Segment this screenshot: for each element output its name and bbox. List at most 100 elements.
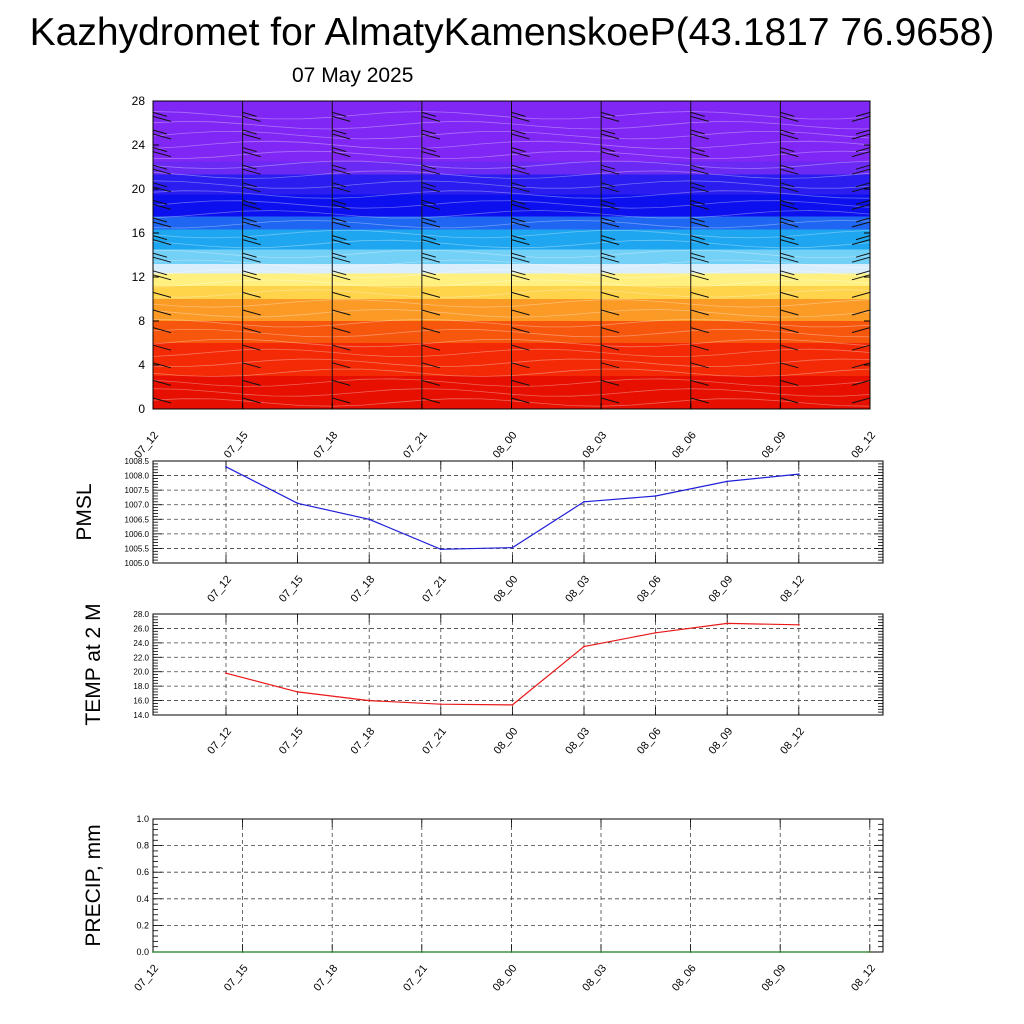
wind-barb: [511, 186, 530, 193]
temperature-panel: 14.0 16.0 18.0 20.0 22.0 24.0 26.0 28.0 07_12 07_…: [82, 603, 884, 757]
wind-barb: [600, 309, 620, 316]
wind-barb: [780, 397, 799, 404]
wind-barb: [421, 270, 437, 276]
wind-barb: [421, 182, 437, 188]
x-tick-label: 08_12: [849, 962, 878, 993]
wind-barb: [600, 221, 620, 228]
wind-barb: [780, 379, 799, 386]
wind-barb: [511, 133, 530, 140]
wind-barb: [511, 344, 530, 351]
wind-barb: [511, 252, 526, 258]
y-tick-label: 1007.5: [125, 486, 150, 495]
wind-barb: [242, 291, 261, 298]
wind-barb: [851, 344, 871, 351]
wind-barb: [242, 256, 261, 263]
wind-barb: [511, 379, 530, 386]
wind-barb: [332, 111, 347, 117]
y-tick-label: 22.0: [133, 653, 149, 662]
wind-barb: [511, 111, 526, 117]
heatmap-y-axis: [152, 100, 871, 410]
wind-barb: [152, 203, 172, 210]
wind-barb: [421, 203, 441, 210]
wind-barb: [242, 182, 257, 188]
wind-barb: [152, 199, 168, 205]
wind-barb: [242, 397, 261, 404]
y-tick-label: 14.0: [133, 711, 149, 720]
wind-barb: [242, 327, 261, 334]
wind-barb: [152, 129, 168, 135]
wind-barb: [851, 309, 871, 316]
wind-barb: [600, 270, 616, 276]
wind-barb: [780, 362, 799, 369]
wind-barb: [421, 291, 441, 298]
wind-barb: [690, 217, 705, 223]
wind-barb: [332, 235, 347, 241]
x-tick-label: 07_18: [348, 725, 377, 756]
x-tick-label: 07_12: [132, 962, 161, 993]
wind-barb: [421, 147, 437, 153]
wind-barb: [152, 164, 168, 170]
y-tick-label: 20.0: [133, 668, 149, 677]
wind-barb: [851, 274, 871, 281]
wind-barb: [511, 115, 530, 122]
wind-barb: [511, 397, 530, 404]
x-tick-label: 08_06: [670, 429, 699, 460]
wind-barb: [690, 147, 705, 153]
wind-barb: [421, 309, 441, 316]
series-line: [225, 466, 799, 550]
wind-barb: [690, 203, 709, 210]
wind-barb: [332, 344, 351, 351]
wind-barb: [855, 147, 871, 153]
wind-barb: [242, 203, 261, 210]
wind-barb: [851, 115, 871, 122]
wind-barb: [690, 309, 709, 316]
x-tick-label: 08_03: [580, 962, 609, 993]
y-tick-label: 1006.0: [125, 530, 150, 539]
wind-barb: [421, 199, 437, 205]
wind-barb: [780, 164, 795, 170]
wind-barb: [242, 199, 257, 205]
wind-barb: [690, 362, 709, 369]
wind-barb: [421, 397, 441, 404]
wind-barb: [851, 256, 871, 263]
wind-barb: [332, 309, 351, 316]
wind-barb: [780, 256, 799, 263]
wind-barb: [421, 274, 441, 281]
wind-barb: [690, 344, 709, 351]
x-tick-label: 08_09: [706, 573, 735, 604]
wind-barb: [242, 168, 261, 175]
wind-barb: [511, 129, 526, 135]
x-tick-label: 07_15: [277, 573, 306, 604]
wind-barb: [242, 217, 257, 223]
wind-barb: [332, 239, 351, 246]
x-tick-label: 08_06: [635, 725, 664, 756]
y-tick-label: 1008.0: [125, 472, 150, 481]
wind-barb: [242, 147, 257, 153]
wind-barb: [600, 186, 620, 193]
y-tick-label: 1.0: [136, 814, 149, 824]
wind-barb: [851, 133, 871, 140]
wind-barb: [242, 252, 257, 258]
wind-barb: [242, 362, 261, 369]
wind-barb: [332, 217, 347, 223]
wind-barb: [421, 111, 437, 117]
data-point: [583, 500, 585, 503]
wind-barb: [242, 186, 261, 193]
y-tick-label: 28.0: [133, 610, 149, 619]
wind-barb: [600, 256, 620, 263]
wind-barb: [511, 327, 530, 334]
x-tick-label: 07_21: [401, 962, 430, 993]
wind-barb: [511, 362, 530, 369]
y-tick-label: 0: [138, 402, 145, 416]
wind-barb: [855, 182, 871, 188]
chart-date: 07 May 2025: [292, 64, 414, 87]
wind-barb: [780, 111, 795, 117]
wind-barb: [690, 111, 705, 117]
wind-barb: [152, 235, 168, 241]
wind-barb: [152, 309, 172, 316]
wind-barb: [421, 327, 441, 334]
wind-barb: [152, 327, 172, 334]
wind-barb: [690, 291, 709, 298]
wind-barb: [332, 182, 347, 188]
y-tick-label: 16: [132, 226, 146, 240]
